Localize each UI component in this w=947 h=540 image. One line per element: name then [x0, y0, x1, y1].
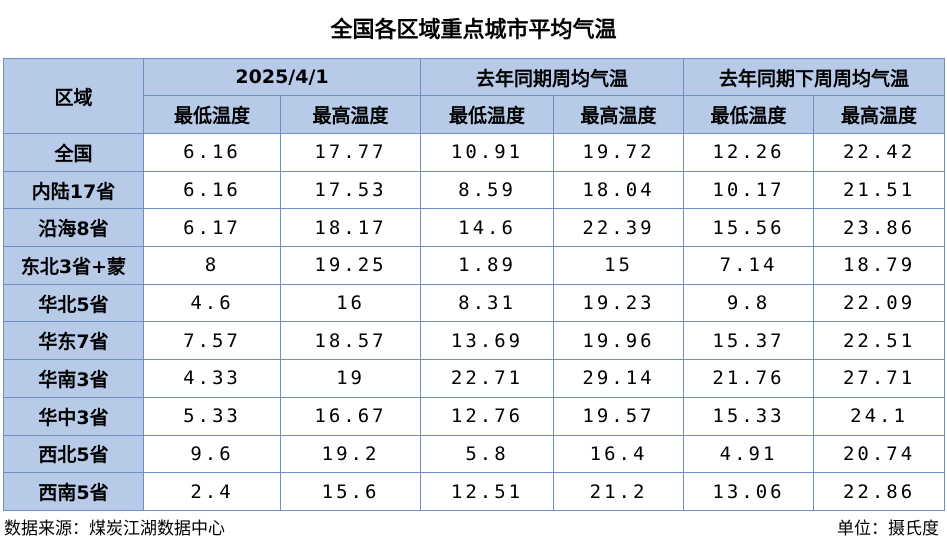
cell: 12.51	[420, 472, 555, 511]
row-header: 西南5省	[3, 472, 144, 511]
cell: 27.71	[813, 359, 946, 398]
cell: 2.4	[143, 472, 281, 511]
table-row: 华北5省 4.6 16 8.31 19.23 9.8 22.09	[3, 283, 946, 323]
column-header: 最低温度	[683, 95, 815, 134]
cell: 9.8	[683, 283, 815, 323]
table-row: 区域 2025/4/1 去年同期周均气温 去年同期下周周均气温	[3, 58, 946, 134]
table-row: 华中3省 5.33 16.67 12.76 19.57 15.33 24.1	[3, 396, 946, 436]
cell: 1.89	[420, 246, 555, 285]
cell: 18.17	[279, 208, 422, 248]
cell: 29.14	[553, 359, 685, 398]
cell: 21.76	[683, 359, 815, 398]
row-header: 华东7省	[3, 321, 144, 361]
cell: 21.2	[553, 472, 685, 511]
row-header: 内陆17省	[3, 170, 144, 210]
cell: 19.2	[279, 434, 422, 474]
table-row: 西南5省 2.4 15.6 12.51 21.2 13.06 22.86	[3, 472, 946, 511]
cell: 6.17	[143, 208, 281, 248]
cell: 15.6	[279, 472, 422, 511]
cell: 18.57	[279, 321, 422, 361]
cell: 7.57	[143, 321, 281, 361]
unit-note: 单位：摄氏度	[837, 519, 939, 539]
cell: 19.25	[279, 246, 422, 285]
cell: 19.72	[553, 133, 685, 172]
cell: 18.04	[553, 170, 685, 210]
column-header: 最低温度	[420, 95, 555, 134]
cell: 5.8	[420, 434, 555, 474]
row-header: 全国	[3, 133, 144, 172]
title: 全国各区域重点城市平均气温	[330, 18, 617, 43]
cell: 19.57	[553, 396, 685, 436]
cell: 17.77	[279, 133, 422, 172]
cell: 12.76	[420, 396, 555, 436]
cell: 12.26	[683, 133, 815, 172]
cell: 6.16	[143, 170, 281, 210]
cell: 19.96	[553, 321, 685, 361]
table-row: 华南3省 4.33 19 22.71 29.14 21.76 27.71	[3, 359, 946, 398]
row-header: 华北5省	[3, 283, 144, 323]
cell: 4.6	[143, 283, 281, 323]
row-header: 西北5省	[3, 434, 144, 474]
table-row: 东北3省+蒙 8 19.25 1.89 15 7.14 18.79	[3, 246, 946, 285]
cell: 7.14	[683, 246, 815, 285]
cell: 15	[553, 246, 685, 285]
cell: 15.37	[683, 321, 815, 361]
cell: 10.91	[420, 133, 555, 172]
group-header: 去年同期下周周均气温	[683, 58, 946, 96]
column-header: 最高温度	[279, 95, 422, 134]
column-header: 最高温度	[553, 95, 685, 134]
row-header: 华中3省	[3, 396, 144, 436]
group-header: 2025/4/1	[142, 58, 422, 96]
cell: 8.31	[420, 283, 555, 323]
cell: 16	[279, 283, 422, 323]
column-header: 最高温度	[813, 95, 946, 134]
cell: 22.86	[813, 472, 946, 511]
cell: 23.86	[813, 208, 946, 248]
temperature-table: 区域 2025/4/1 去年同期周均气温 去年同期下周周均气温 最低温度 最高温度 最低温度…	[3, 58, 946, 511]
cell: 13.06	[683, 472, 815, 511]
corner-header: 区域	[3, 58, 144, 134]
cell: 10.17	[683, 170, 815, 210]
table-row: 西北5省 9.6 19.2 5.8 16.4 4.91 20.74	[3, 434, 946, 474]
cell: 18.79	[813, 246, 946, 285]
cell: 8.59	[420, 170, 555, 210]
group-header: 去年同期周均气温	[420, 58, 685, 96]
cell: 4.91	[683, 434, 815, 474]
cell: 5.33	[143, 396, 281, 436]
cell: 22.71	[420, 359, 555, 398]
row-header: 东北3省+蒙	[3, 246, 144, 285]
row-header: 华南3省	[3, 359, 144, 398]
cell: 22.51	[813, 321, 946, 361]
cell: 22.09	[813, 283, 946, 323]
cell: 6.16	[143, 133, 281, 172]
table-row: 最低温度 最高温度 最低温度 最高温度 最低温度 最高温度	[4, 95, 946, 134]
table-row: 华东7省 7.57 18.57 13.69 19.96 15.37 22.51	[3, 321, 946, 361]
cell: 8	[143, 246, 281, 285]
cell: 9.6	[143, 434, 281, 474]
cell: 22.42	[813, 133, 946, 172]
cell: 24.1	[813, 396, 946, 436]
cell: 19	[279, 359, 422, 398]
source-note: 数据来源：煤炭江湖数据中心	[4, 519, 225, 539]
row-header: 沿海8省	[3, 208, 144, 248]
cell: 17.53	[279, 170, 422, 210]
cell: 14.6	[420, 208, 555, 248]
cell: 13.69	[420, 321, 555, 361]
cell: 22.39	[553, 208, 685, 248]
cell: 21.51	[813, 170, 946, 210]
cell: 15.33	[683, 396, 815, 436]
table-row: 全国 6.16 17.77 10.91 19.72 12.26 22.42	[3, 133, 946, 172]
cell: 16.67	[279, 396, 422, 436]
cell: 16.4	[553, 434, 685, 474]
cell: 20.74	[813, 434, 946, 474]
table-row: 内陆17省 6.16 17.53 8.59 18.04 10.17 21.51	[3, 170, 946, 210]
cell: 19.23	[553, 283, 685, 323]
column-header: 最低温度	[143, 95, 281, 134]
cell: 15.56	[683, 208, 815, 248]
table-row: 沿海8省 6.17 18.17 14.6 22.39 15.56 23.86	[3, 208, 946, 248]
cell: 4.33	[143, 359, 281, 398]
